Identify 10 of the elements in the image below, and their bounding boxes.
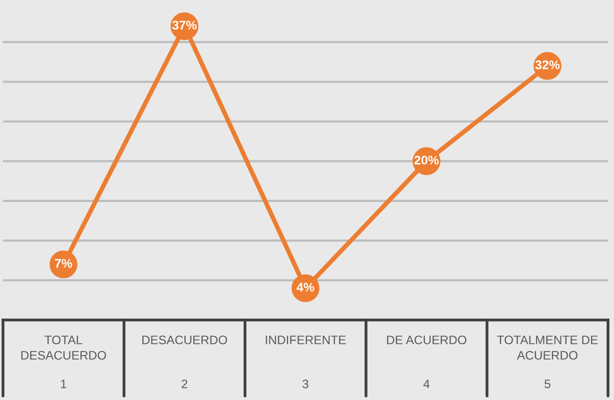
category-label: DE ACUERDO 4: [387, 336, 466, 388]
category-label: TOTAL DESACUERDO 1: [21, 336, 106, 388]
data-label: 7%: [55, 258, 72, 268]
category-label: INDIFERENTE 3: [266, 336, 346, 388]
data-label: 37%: [172, 20, 197, 30]
category-label: TOTALMENTE DE ACUERDO 5: [497, 336, 598, 388]
data-label: 20%: [414, 156, 439, 165]
data-label: 4%: [296, 282, 314, 292]
category-label: DESACUERDO 2: [142, 336, 228, 388]
data-label: 32%: [535, 60, 560, 70]
